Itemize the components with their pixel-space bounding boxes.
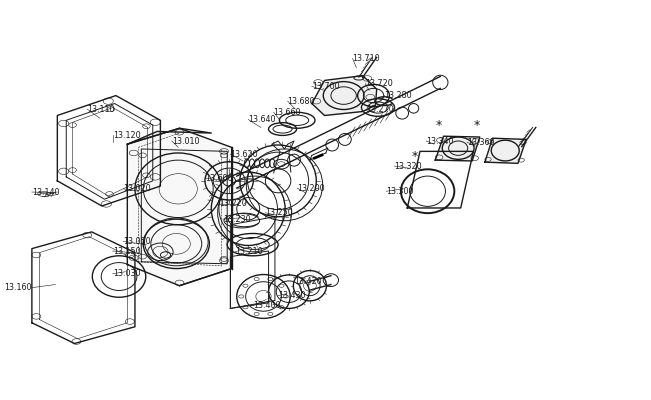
Text: 13.220: 13.220 — [219, 200, 247, 208]
Text: 13.340: 13.340 — [426, 136, 454, 146]
Polygon shape — [128, 128, 212, 144]
Text: 13.400: 13.400 — [253, 301, 280, 310]
Text: 13.210: 13.210 — [236, 247, 263, 256]
Text: 13.700: 13.700 — [312, 82, 339, 91]
Text: 13.010: 13.010 — [172, 136, 199, 146]
Text: 13.150: 13.150 — [113, 246, 141, 256]
Text: 13.600: 13.600 — [205, 174, 232, 182]
Text: 13.320: 13.320 — [395, 162, 422, 171]
Polygon shape — [436, 136, 480, 161]
Text: 13.360: 13.360 — [467, 138, 495, 147]
Text: 13.300: 13.300 — [386, 187, 414, 196]
Text: *: * — [474, 118, 480, 132]
Text: 13.620: 13.620 — [230, 150, 258, 159]
Text: 13.280: 13.280 — [384, 91, 412, 100]
Text: 13.430: 13.430 — [278, 291, 305, 300]
Text: 13.200: 13.200 — [298, 184, 325, 192]
Text: 13.160: 13.160 — [5, 283, 32, 292]
Text: 13.250: 13.250 — [266, 208, 293, 217]
Text: 13.230: 13.230 — [223, 215, 251, 224]
Text: 13.710: 13.710 — [353, 54, 380, 63]
Text: 13.140: 13.140 — [32, 188, 59, 196]
Text: 13.110: 13.110 — [87, 105, 115, 114]
Text: 13.270: 13.270 — [366, 105, 394, 114]
Text: *: * — [436, 118, 442, 132]
Text: 13.420: 13.420 — [294, 277, 322, 286]
Text: 13.120: 13.120 — [113, 131, 141, 140]
Text: 13.050: 13.050 — [124, 237, 151, 246]
Text: *: * — [412, 150, 418, 164]
Polygon shape — [128, 128, 232, 286]
Text: 13.680: 13.680 — [288, 97, 315, 106]
Text: 13.020: 13.020 — [124, 184, 151, 193]
Polygon shape — [312, 76, 377, 116]
Text: 13.640: 13.640 — [248, 115, 276, 124]
Text: 13.720: 13.720 — [365, 79, 393, 88]
Text: 13.030: 13.030 — [113, 269, 140, 278]
Text: 13.660: 13.660 — [273, 108, 301, 117]
Polygon shape — [485, 138, 526, 163]
